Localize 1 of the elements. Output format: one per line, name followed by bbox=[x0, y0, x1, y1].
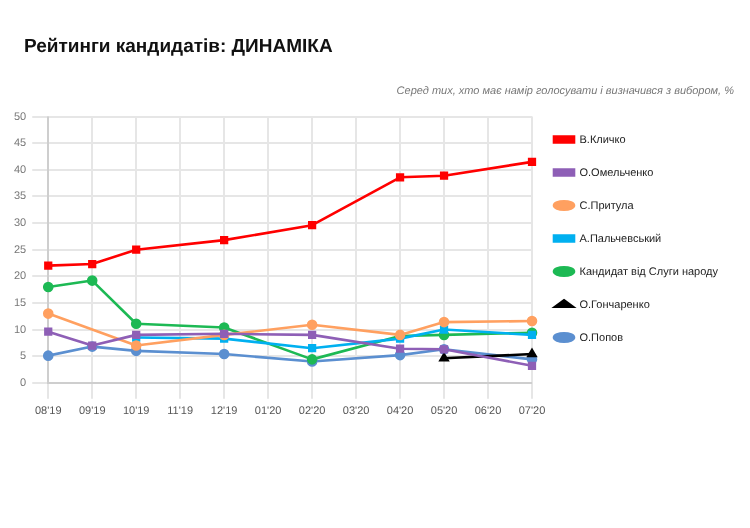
chart-title: Рейтинги кандидатів: ДИНАМІКА bbox=[24, 36, 333, 58]
